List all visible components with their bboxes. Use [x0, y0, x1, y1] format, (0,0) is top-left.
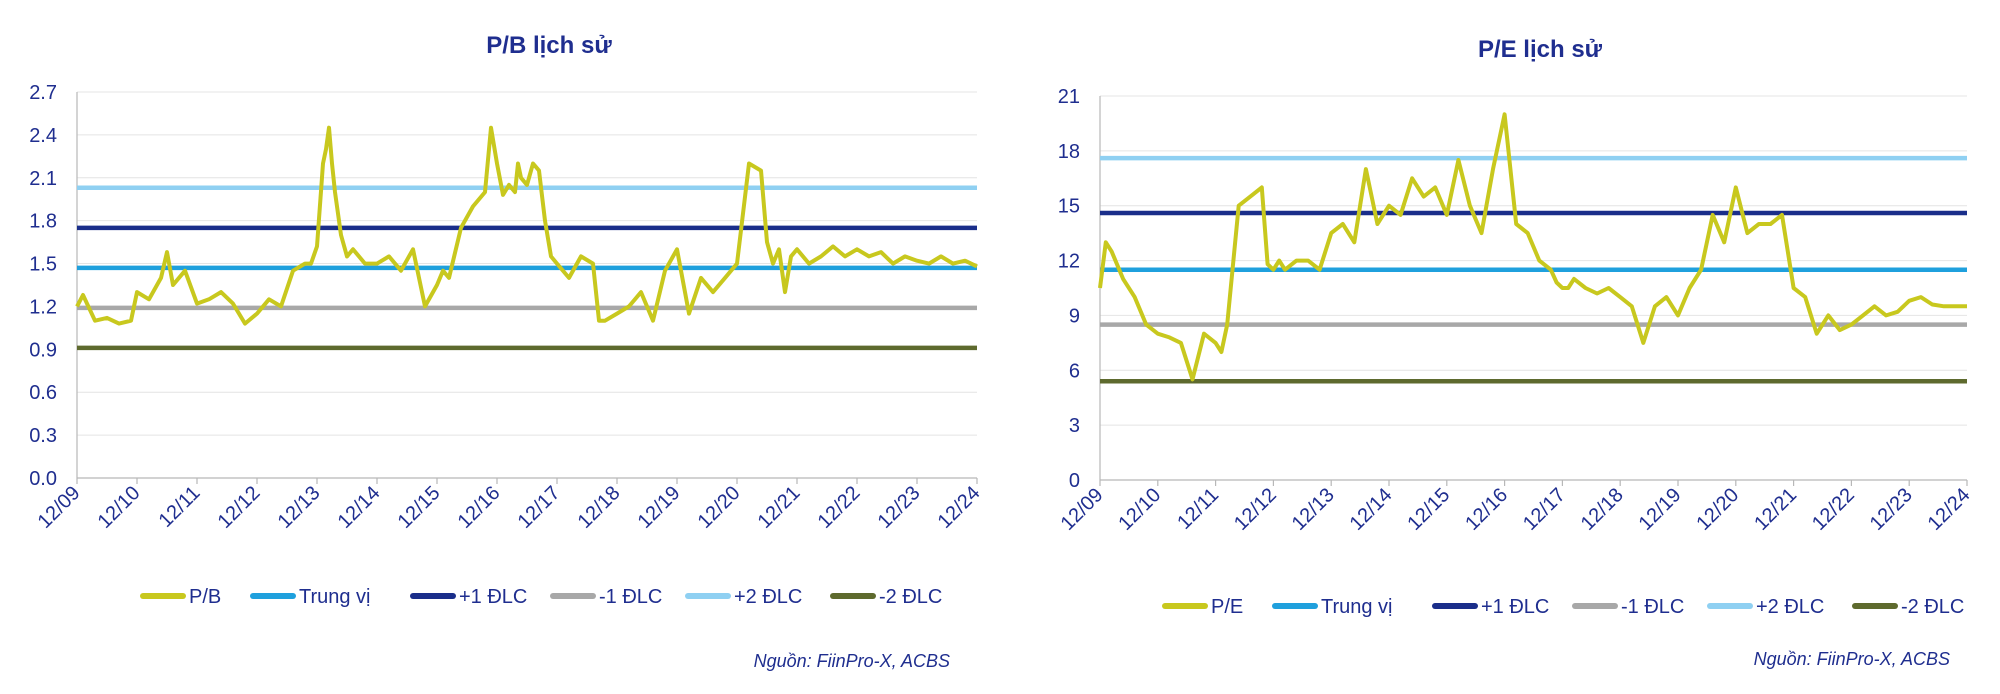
x-tick-label: 12/10 — [1114, 484, 1165, 535]
x-tick-label: 12/16 — [1461, 484, 1512, 535]
x-tick-label: 12/12 — [214, 482, 265, 533]
y-tick-label: 1.8 — [29, 211, 57, 233]
y-tick-label: 2.4 — [29, 125, 57, 147]
y-tick-label: 21 — [1058, 86, 1080, 108]
x-tick-label: 12/09 — [1057, 484, 1108, 535]
legend-label: Trung vị — [299, 586, 371, 608]
x-tick-label: 12/23 — [874, 482, 925, 533]
x-tick-label: 12/24 — [1924, 484, 1975, 535]
y-tick-label: 0.9 — [29, 339, 57, 361]
legend-label: P/B — [189, 586, 221, 608]
legend-label: Trung vị — [1321, 596, 1393, 618]
pb-chart: P/B lịch sử 0.0 0.3 0.6 0.9 1.2 1.5 1.8 2.1 2.4 2.… — [29, 32, 984, 671]
x-tick-label: 12/14 — [1346, 484, 1397, 535]
y-tick-label: 15 — [1058, 196, 1080, 218]
y-tick-label: 12 — [1058, 251, 1080, 273]
legend-label: P/E — [1211, 596, 1243, 618]
x-tick-label: 12/17 — [514, 482, 565, 533]
x-tick-label: 12/20 — [694, 482, 745, 533]
legend-label: -2 ĐLC — [879, 586, 942, 608]
chart-title: P/E lịch sử — [1478, 36, 1603, 63]
y-tick-label: 18 — [1058, 141, 1080, 163]
x-tick-label: 12/17 — [1519, 484, 1570, 535]
y-tick-label: 1.5 — [29, 254, 57, 276]
x-tick-label: 12/13 — [1288, 484, 1339, 535]
x-tick-label: 12/19 — [634, 482, 685, 533]
x-tick-label: 12/11 — [155, 482, 205, 532]
chart-title: P/B lịch sử — [486, 32, 612, 59]
x-tick-label: 12/15 — [394, 482, 445, 533]
x-tick-label: 12/21 — [1750, 484, 1801, 535]
series-line — [75, 125, 978, 326]
y-tick-label: 9 — [1069, 305, 1080, 327]
y-tick-label: 0.3 — [29, 425, 57, 447]
y-tick-label: 2.1 — [29, 168, 57, 190]
source-note: Nguồn: FiinPro-X, ACBS — [754, 651, 950, 671]
y-tick-label: 0.6 — [29, 382, 57, 404]
x-tick-label: 12/19 — [1635, 484, 1686, 535]
legend-label: +2 ĐLC — [734, 586, 802, 608]
x-tick-label: 12/16 — [454, 482, 505, 533]
x-tick-label: 12/13 — [274, 482, 325, 533]
y-tick-label: 1.2 — [29, 296, 57, 318]
x-tick-label: 12/18 — [574, 482, 625, 533]
x-tick-label: 12/12 — [1230, 484, 1281, 535]
x-tick-label: 12/11 — [1173, 484, 1223, 534]
legend-label: -1 ĐLC — [599, 586, 662, 608]
series-line — [1098, 112, 1967, 382]
legend-label: +2 ĐLC — [1756, 596, 1824, 618]
x-tick-label: 12/24 — [934, 482, 985, 533]
y-tick-label: 3 — [1069, 415, 1080, 437]
x-tick-label: 12/23 — [1866, 484, 1917, 535]
x-tick-label: 12/14 — [334, 482, 385, 533]
y-tick-label: 0.0 — [29, 468, 57, 490]
x-tick-label: 12/22 — [814, 482, 865, 533]
x-tick-label: 12/20 — [1692, 484, 1743, 535]
source-note: Nguồn: FiinPro-X, ACBS — [1754, 649, 1950, 669]
x-tick-label: 12/15 — [1403, 484, 1454, 535]
x-tick-label: 12/18 — [1577, 484, 1628, 535]
legend-label: +1 ĐLC — [1481, 596, 1549, 618]
legend-label: -2 ĐLC — [1901, 596, 1964, 618]
x-tick-label: 12/22 — [1808, 484, 1859, 535]
y-tick-label: 2.7 — [29, 82, 57, 104]
legend-label: -1 ĐLC — [1621, 596, 1684, 618]
x-tick-label: 12/21 — [754, 482, 805, 533]
y-tick-label: 6 — [1069, 360, 1080, 382]
legend-label: +1 ĐLC — [459, 586, 527, 608]
x-tick-label: 12/10 — [94, 482, 145, 533]
y-tick-label: 0 — [1069, 470, 1080, 492]
